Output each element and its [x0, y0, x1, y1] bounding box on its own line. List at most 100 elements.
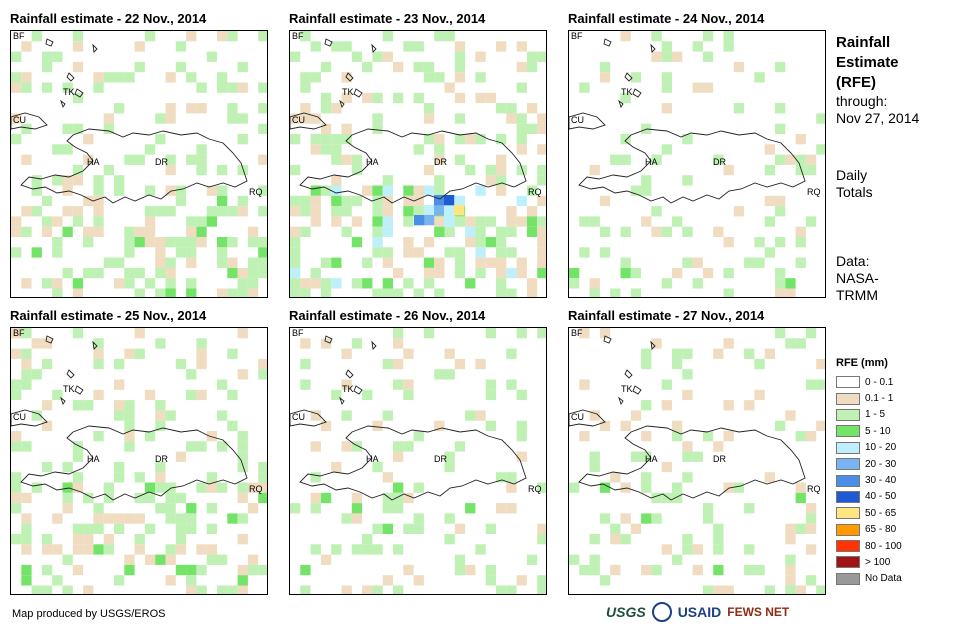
rainfall-cell [382, 185, 393, 196]
rainfall-cell [341, 585, 352, 594]
rainfall-cell [423, 164, 435, 176]
rainfall-cell [526, 185, 538, 196]
rainfall-cell [186, 389, 197, 401]
rainfall-cell [651, 226, 662, 237]
rainfall-cell [372, 288, 383, 297]
rainfall-cell [351, 154, 363, 165]
rainfall-cell [124, 564, 135, 576]
rainfall-cell [403, 195, 414, 207]
rainfall-cell [496, 164, 507, 176]
side-through: through: [836, 93, 888, 109]
side-title-line1: Rainfall [836, 34, 891, 51]
rainfall-cell [103, 113, 114, 124]
rainfall-cell [237, 451, 248, 462]
rainfall-cell [290, 257, 301, 268]
rainfall-cell [454, 205, 465, 216]
rainfall-cell [217, 206, 228, 217]
rainfall-cell [320, 123, 332, 134]
rainfall-cell [805, 503, 817, 514]
rainfall-cell [372, 585, 383, 594]
usgs-logo: USGS [606, 604, 646, 620]
rainfall-cell [372, 92, 383, 104]
rainfall-cell [52, 175, 63, 186]
rainfall-cell [444, 195, 455, 206]
rainfall-cell [144, 206, 156, 217]
rainfall-cell [651, 154, 662, 165]
rainfall-cell [41, 195, 53, 207]
rainfall-cell [186, 257, 197, 268]
rainfall-cell [124, 410, 135, 421]
rainfall-cell [579, 82, 590, 93]
rainfall-cell [423, 237, 435, 248]
map-label-tk: TK [63, 87, 75, 97]
rainfall-cell [175, 513, 187, 524]
rainfall-cell [610, 154, 621, 165]
rainfall-cell [134, 513, 145, 524]
rainfall-cell [72, 544, 84, 555]
rainfall-cell [196, 338, 207, 349]
coastline [650, 340, 656, 350]
map-label-cu: CU [13, 115, 26, 125]
rainfall-cell [723, 431, 734, 442]
rainfall-cell [62, 585, 73, 594]
rainfall-cell [516, 431, 527, 442]
rainfall-cell [21, 534, 32, 545]
rainfall-cell [537, 175, 546, 186]
rainfall-cell [382, 195, 393, 207]
rainfall-cell [124, 420, 135, 431]
rainfall-cell [444, 451, 455, 462]
rainfall-cell [382, 523, 393, 534]
rainfall-cell [754, 389, 765, 401]
rainfall-cell [196, 103, 207, 114]
coastline [290, 112, 327, 130]
rainfall-cell [775, 267, 786, 279]
rainfall-cell [403, 206, 414, 217]
legend-label: 1 - 5 [865, 409, 886, 421]
rainfall-cell [362, 92, 373, 104]
map-label-bf: BF [292, 328, 304, 338]
rainfall-cell [41, 585, 53, 594]
rainfall-cell [496, 134, 507, 145]
rainfall-cell [206, 51, 217, 62]
map-label-bf: BF [571, 328, 583, 338]
rainfall-cell [310, 113, 321, 124]
rainfall-cell [775, 420, 786, 431]
rainfall-cell [217, 379, 228, 390]
rainfall-cell [362, 389, 373, 401]
rainfall-cell [537, 216, 546, 227]
rainfall-cell [144, 554, 156, 565]
map-label-rq: RQ [249, 187, 263, 197]
rainfall-cell [186, 226, 197, 237]
rainfall-cell [351, 51, 363, 62]
rainfall-cell [682, 544, 693, 555]
rainfall-cell [526, 554, 538, 565]
rainfall-cell [196, 144, 207, 155]
coastline [11, 409, 48, 427]
rainfall-map-25-nov: BF CU TK HA DR RQ [10, 327, 268, 595]
rainfall-cell [320, 92, 332, 104]
rainfall-cell [496, 503, 507, 514]
rainfall-cell [114, 103, 125, 114]
rainfall-cell [11, 431, 22, 442]
rainfall-cell [217, 164, 228, 176]
rainfall-cell [454, 267, 466, 279]
coastline [92, 43, 98, 53]
rainfall-cell [785, 554, 796, 565]
rainfall-cell [41, 278, 53, 289]
rainfall-cell [537, 482, 546, 493]
rainfall-cell [764, 216, 775, 227]
rainfall-cell [506, 379, 517, 390]
rainfall-cell [11, 328, 22, 339]
rainfall-cell [114, 513, 125, 524]
rainfall-cell [310, 72, 321, 83]
rainfall-cell [351, 195, 363, 207]
rainfall-cell [805, 328, 817, 339]
rainfall-cell [72, 288, 84, 297]
side-description: Rainfall Estimate (RFE) through: Nov 27,… [836, 33, 919, 127]
rainfall-cell [72, 206, 84, 217]
rainfall-cell [785, 338, 796, 349]
rainfall-cell [372, 206, 383, 217]
rainfall-cell [764, 472, 775, 483]
rainfall-cell [165, 237, 176, 248]
rainfall-cell [413, 206, 424, 217]
